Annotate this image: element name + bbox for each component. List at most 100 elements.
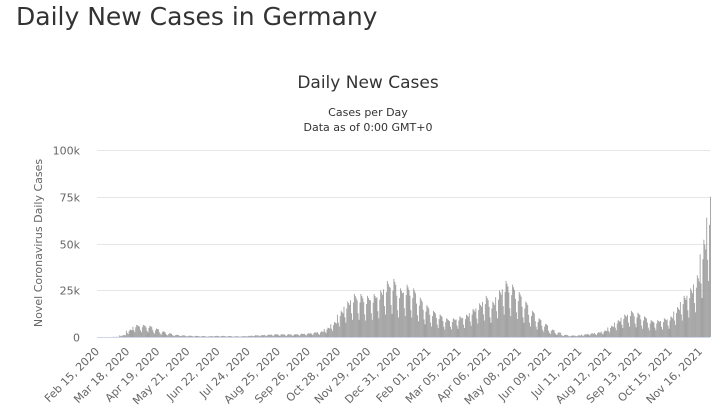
bar: [156, 328, 157, 337]
bar: [530, 326, 531, 337]
bar: [387, 283, 389, 337]
bar: [397, 310, 399, 337]
bar: [227, 336, 229, 337]
bar: [230, 336, 232, 337]
bar: [654, 327, 656, 337]
bar: [417, 321, 419, 337]
bar: [229, 336, 231, 337]
bar: [641, 325, 643, 337]
bar: [528, 314, 530, 337]
bar: [521, 306, 523, 337]
bar: [613, 326, 614, 337]
chart-subtitle-1: Cases per Day: [328, 106, 408, 119]
bar: [680, 314, 682, 337]
bar: [600, 331, 602, 337]
bar: [262, 335, 264, 337]
bar: [643, 320, 645, 337]
bar: [618, 320, 620, 337]
bar: [709, 224, 710, 337]
bar: [425, 311, 427, 337]
bar: [665, 320, 667, 337]
bar: [341, 312, 343, 337]
bar: [580, 335, 581, 337]
bar: [519, 294, 521, 337]
bar: [358, 319, 360, 337]
bar: [371, 319, 373, 337]
bar: [549, 334, 551, 337]
bar: [486, 297, 488, 337]
bar: [659, 321, 661, 337]
bar: [491, 308, 493, 337]
bar: [500, 294, 502, 337]
bar: [639, 315, 641, 337]
bar: [506, 283, 508, 337]
bar: [505, 280, 507, 337]
bar: [420, 299, 422, 337]
bar: [166, 334, 168, 337]
bar: [287, 334, 288, 337]
bar: [606, 331, 608, 337]
bar: [268, 334, 270, 337]
bar: [349, 305, 351, 337]
bar: [142, 324, 144, 337]
bar: [266, 336, 268, 337]
bar: [357, 313, 359, 337]
bar: [355, 298, 357, 337]
bar: [318, 333, 319, 337]
bar: [274, 334, 276, 337]
bar: [369, 300, 371, 337]
bar: [308, 333, 310, 337]
bar: [124, 335, 125, 337]
bar: [456, 325, 458, 337]
bar: [537, 322, 539, 337]
bar: [179, 336, 181, 337]
bar: [311, 334, 313, 337]
bar: [368, 299, 370, 337]
bar: [498, 299, 499, 337]
bar: [466, 314, 467, 337]
bar: [533, 313, 535, 337]
bar: [586, 334, 588, 337]
bar: [629, 326, 630, 337]
bar: [508, 292, 510, 337]
bar: [386, 280, 388, 337]
bar: [690, 288, 692, 337]
bar: [614, 327, 616, 337]
bar: [422, 309, 424, 337]
bar: [259, 336, 261, 337]
bar: [474, 311, 476, 337]
bar: [597, 332, 599, 337]
bar: [559, 332, 561, 337]
bar: [544, 326, 546, 337]
bar: [348, 303, 350, 337]
y-tick-label: 25k: [60, 285, 81, 298]
bar: [670, 316, 672, 337]
bar: [215, 335, 217, 337]
bar: [424, 324, 426, 337]
bar: [696, 275, 698, 337]
bar: [686, 295, 688, 337]
bar: [235, 336, 237, 337]
bar: [419, 297, 421, 337]
bar: [137, 325, 139, 337]
bar: [433, 310, 434, 337]
chart-subtitle-2: Data as of 0:00 GMT+0: [304, 121, 433, 134]
bar: [145, 327, 147, 337]
bar: [466, 315, 468, 337]
bar: [518, 292, 520, 337]
bar: [603, 331, 605, 337]
bar: [140, 332, 142, 337]
bar: [157, 328, 158, 337]
bar: [534, 321, 536, 337]
bar: [404, 316, 406, 337]
bar: [450, 326, 451, 337]
bar: [228, 336, 230, 337]
bar: [250, 336, 252, 337]
bar: [297, 334, 299, 337]
bar: [140, 330, 141, 337]
bar: [149, 325, 151, 337]
bar: [601, 333, 603, 337]
bar: [526, 303, 528, 337]
bar: [218, 336, 220, 337]
bar: [585, 334, 587, 337]
